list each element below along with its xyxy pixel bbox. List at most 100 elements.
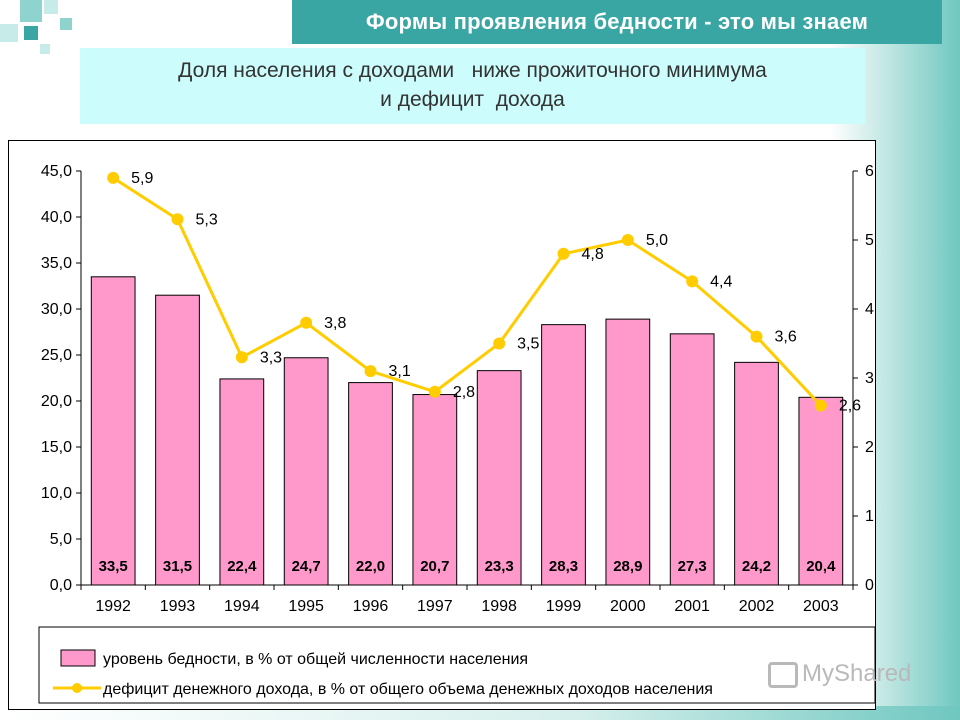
bar-value-label: 24,7: [292, 558, 321, 575]
line-point: [300, 316, 313, 329]
line-value-label: 5,0: [646, 232, 668, 249]
line-point: [557, 247, 570, 260]
y-right-tick-label: 0,0: [865, 577, 875, 594]
line-value-label: 3,8: [324, 315, 346, 332]
y-left-tick-label: 40,0: [41, 209, 72, 226]
x-tick-label: 1993: [160, 598, 196, 615]
x-tick-label: 1995: [288, 598, 324, 615]
watermark: MyShared: [768, 654, 911, 694]
bar-value-label: 28,3: [549, 558, 578, 575]
line-value-label: 3,1: [389, 363, 411, 380]
line-point: [493, 337, 506, 350]
y-left-tick-label: 30,0: [41, 301, 72, 318]
bar: [283, 357, 329, 586]
bar: [348, 382, 393, 586]
y-left-tick-label: 20,0: [41, 393, 72, 410]
x-tick-label: 1999: [546, 598, 582, 615]
watermark-logo-icon: [768, 661, 798, 688]
bar-value-label: 23,3: [485, 558, 514, 575]
y-right-tick-label: 6,0: [865, 163, 875, 180]
bars-series: [90, 276, 844, 586]
x-tick-label: 1996: [353, 598, 389, 615]
line-point: [686, 275, 699, 288]
subtitle-box: Доля населения с доходами ниже прожиточн…: [80, 48, 865, 124]
x-tick-label: 2002: [739, 598, 775, 615]
x-tick-label: 2001: [674, 598, 710, 615]
legend-box: [38, 626, 876, 704]
legend: уровень бедности, в % от общей численнос…: [38, 626, 876, 704]
line-point: [364, 365, 377, 378]
bar-value-label: 22,0: [356, 558, 385, 575]
line-value-label: 3,6: [775, 329, 797, 346]
line-series: 5,9 5,3 3,3 3,8 3,1 2,8 3,5 4,8 5,0 4,4 3,6 2,6: [107, 170, 861, 415]
bar: [541, 324, 586, 586]
decor-square: [44, 0, 58, 14]
slide-subtitle: Доля населения с доходами ниже прожиточн…: [80, 56, 865, 114]
bar: [90, 276, 136, 586]
poverty-chart: 0,0 5,0 10,0 15,0 20,0 25,0 30,0 35,0 40,0 45,0 0,…: [38, 163, 887, 704]
x-tick-label: 1994: [224, 598, 260, 615]
legend-bar-label: уровень бедности, в % от общей численнос…: [103, 651, 528, 668]
bar: [155, 294, 200, 586]
y-left-tick-label: 5,0: [50, 531, 72, 548]
x-tick-label: 1998: [481, 598, 517, 615]
line-point: [750, 330, 763, 343]
title-bar: Формы проявления бедности - это мы знаем: [292, 0, 942, 44]
line-value-label: 5,9: [131, 170, 153, 187]
y-right-tick-label: 5,0: [865, 232, 875, 249]
line-value-label: 2,8: [453, 384, 475, 401]
y-left-tick-label: 45,0: [41, 163, 72, 180]
bar: [412, 394, 458, 586]
line-point: [171, 213, 184, 226]
bar: [605, 318, 651, 586]
line-point: [621, 234, 634, 246]
line-value-label: 3,5: [517, 336, 539, 353]
subtitle-line-1: Доля населения с доходами ниже прожиточн…: [178, 59, 767, 82]
y-left-tick-label: 25,0: [41, 347, 72, 364]
line-point: [428, 385, 441, 398]
decor-square: [60, 18, 72, 30]
legend-line-marker: [72, 683, 82, 693]
legend-bar-swatch: [60, 649, 96, 667]
line-value-label: 4,4: [710, 273, 732, 290]
y-right-tick-label: 3,0: [865, 370, 875, 387]
bar: [798, 396, 844, 586]
x-tick-label: 2003: [803, 598, 839, 615]
y-right-tick-label: 4,0: [865, 301, 875, 318]
y-left-tick-label: 35,0: [41, 255, 72, 272]
line-value-label: 3,3: [260, 349, 282, 366]
bar-value-label: 31,5: [163, 558, 192, 575]
bar-value-label: 33,5: [99, 558, 128, 575]
line-value-label: 2,6: [839, 398, 861, 415]
line-point: [107, 171, 120, 184]
y-left-tick-label: 0,0: [50, 577, 72, 594]
y-right-tick-label: 2,0: [865, 439, 875, 456]
line-path: [112, 176, 822, 407]
y-right-tick-label: 1,0: [865, 508, 875, 525]
bar: [734, 361, 779, 586]
watermark-text: MyShared: [802, 660, 912, 687]
decor-square: [40, 44, 50, 54]
line-point: [235, 351, 248, 364]
bar-value-label: 22,4: [227, 558, 257, 575]
x-tick-label: 2000: [610, 598, 646, 615]
decor-square: [20, 0, 42, 22]
x-tick-label: 1992: [95, 598, 131, 615]
legend-line-label: дефицит денежного дохода, в % от общего …: [103, 681, 713, 698]
bar: [669, 333, 715, 586]
y-left-tick-label: 10,0: [41, 485, 72, 502]
bar-value-label: 20,4: [806, 558, 836, 575]
decor-square: [0, 24, 18, 42]
bar-value-label: 20,7: [420, 558, 449, 575]
bar-value-label: 28,9: [613, 558, 642, 575]
chart-frame: 0,0 5,0 10,0 15,0 20,0 25,0 30,0 35,0 40,0 45,0 0,…: [8, 140, 887, 710]
subtitle-line-2: и дефицит дохода: [380, 88, 565, 111]
bar-value-labels: 33,5 31,5 22,4 24,7 22,0 20,7 23,3 28,3 28,9 27,3…: [99, 558, 837, 575]
line-point: [814, 399, 827, 412]
bar-value-label: 27,3: [678, 558, 707, 575]
bar-value-label: 24,2: [742, 558, 771, 575]
y-left-tick-label: 15,0: [41, 439, 72, 456]
slide-title: Формы проявления бедности - это мы знаем: [365, 9, 869, 34]
line-value-label: 5,3: [196, 211, 218, 228]
bar: [219, 378, 265, 586]
